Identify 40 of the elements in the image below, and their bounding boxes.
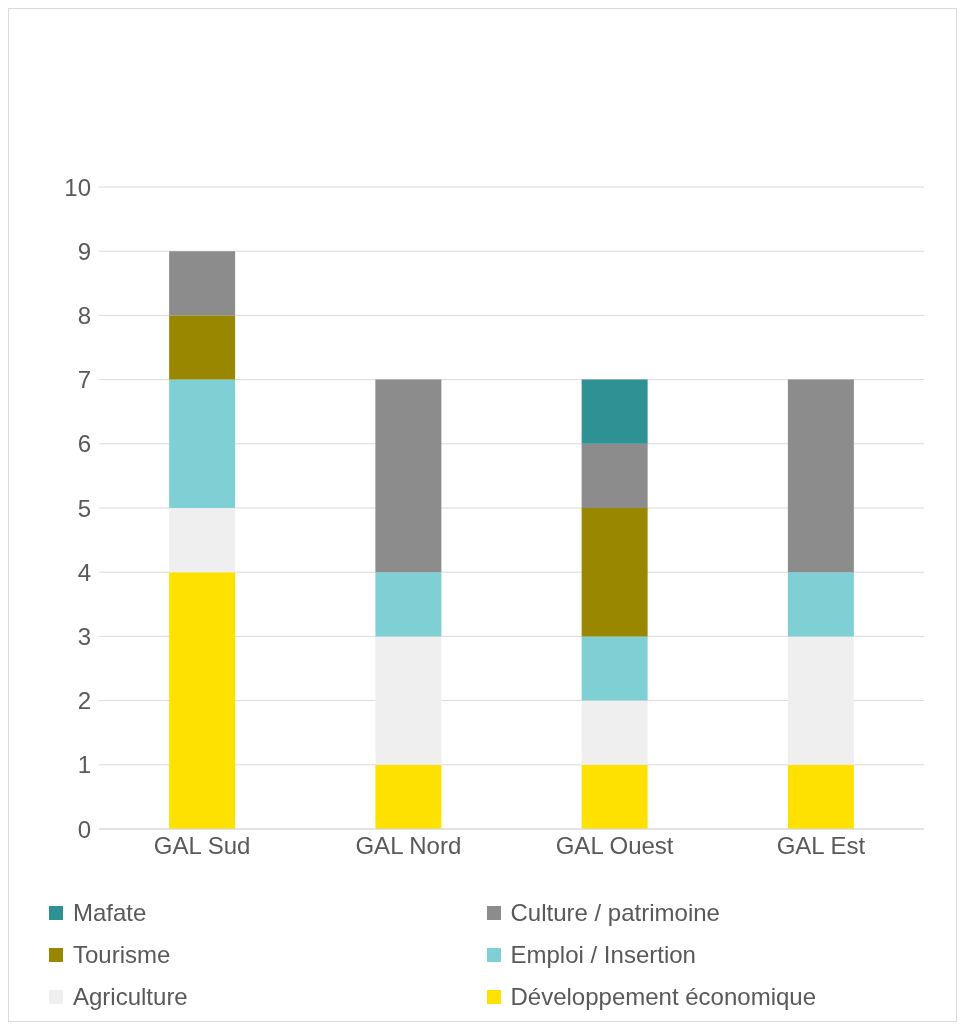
legend-label: Développement économique (510, 983, 817, 1011)
y-tick-label: 5 (77, 494, 91, 522)
y-tick-label: 9 (77, 237, 91, 265)
y-tick-label: 7 (77, 366, 91, 394)
bar (169, 572, 236, 829)
legend-label: Emploi / Insertion (510, 941, 696, 969)
bar (169, 315, 236, 380)
y-tick-label: 0 (77, 815, 91, 843)
bar (581, 443, 648, 508)
x-tick-label: GAL Est (776, 832, 866, 860)
bar (375, 379, 442, 573)
bar (787, 764, 854, 829)
bar (787, 379, 854, 573)
x-tick-label: GAL Sud (153, 832, 251, 860)
y-tick-label: 8 (77, 301, 91, 329)
bar (169, 508, 236, 573)
y-tick-label: 6 (77, 430, 91, 458)
y-tick-label: 1 (77, 751, 91, 779)
bar (375, 572, 442, 637)
legend-label: Culture / patrimoine (510, 899, 720, 927)
legend-label: Agriculture (73, 983, 188, 1011)
bar (169, 251, 236, 316)
y-tick-label: 10 (64, 173, 91, 201)
bar (169, 379, 236, 508)
legend-label: Tourisme (73, 941, 171, 969)
bar (375, 636, 442, 765)
bar (581, 764, 648, 829)
x-tick-label: GAL Ouest (555, 832, 674, 860)
x-tick-label: GAL Nord (355, 832, 462, 860)
bar (375, 764, 442, 829)
y-tick-label: 4 (77, 558, 91, 586)
bar (581, 636, 648, 701)
bar (581, 508, 648, 637)
legend-label: Mafate (73, 899, 147, 927)
bar (581, 379, 648, 444)
bar (581, 700, 648, 765)
bar (787, 572, 854, 637)
bar (787, 636, 854, 765)
y-tick-label: 2 (77, 687, 91, 715)
y-tick-label: 3 (77, 622, 91, 650)
